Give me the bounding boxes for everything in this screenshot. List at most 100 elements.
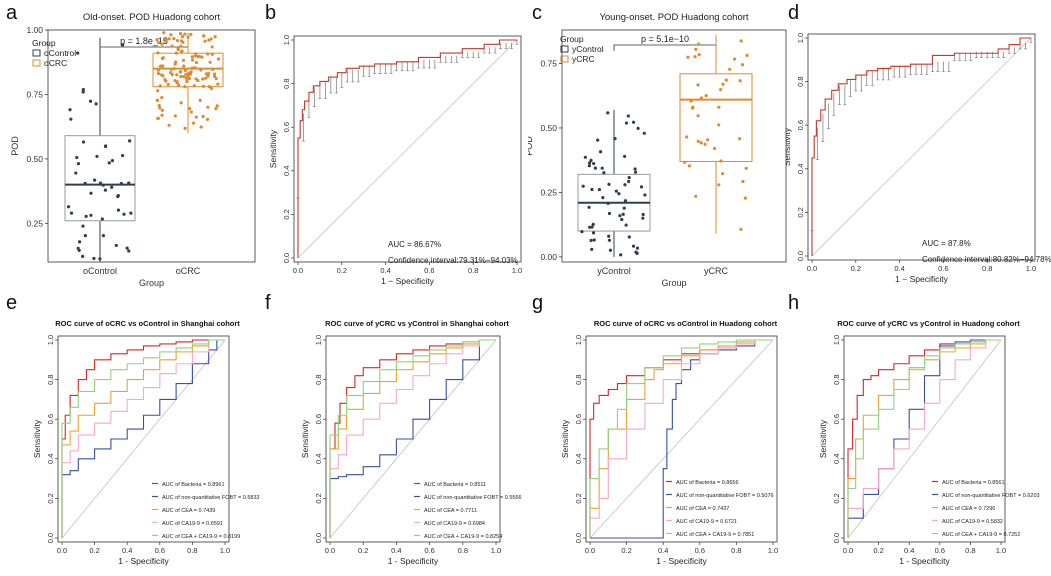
data-point [588,161,592,165]
data-point [744,166,748,170]
data-point [207,85,212,89]
data-point [128,139,132,143]
y-tick-label: 0.2 [282,209,291,219]
data-point [210,52,214,56]
data-point [81,90,85,94]
data-point [78,240,82,244]
data-point [103,144,108,149]
plot-frame [807,33,1036,261]
roc-series-line [61,339,225,538]
data-point [110,159,115,163]
legend-entry: AUC of non-quantitative FOBT = 0.5076 [676,493,774,499]
data-point [745,53,749,57]
data-point [589,238,593,243]
x-tick-label: 0.4 [391,546,401,555]
chart-d-roc-young-onset: 0.00.0 0.2 0.2 0.4 0.4 0.6 0.6 0.8 0.8 1.0 1.0 1 − … [786,33,1051,284]
data-point [593,166,597,170]
x-tick-label: 0.6 [695,546,705,555]
y-tick-label: 0.75 [540,59,557,69]
data-point [694,47,698,51]
data-point [182,64,186,68]
x-tick-label: 1.0 [1026,264,1036,273]
data-point [66,205,71,209]
data-point [614,189,618,193]
data-point [623,199,628,203]
data-point [720,172,725,176]
data-point [155,38,159,42]
legend-entry: AUC of non-quantitative FOBT = 0.6203 [942,493,1040,499]
data-point [588,225,592,229]
data-point [620,217,624,222]
data-point [601,196,605,200]
chart-title: Old-onset. POD Huadong cohort [83,12,221,23]
plot-frame [561,29,787,263]
y-tick-label: 1.0 [314,335,323,345]
data-point [606,111,610,115]
x-tick-label: 0.2 [89,546,99,555]
data-point [201,84,206,88]
data-point [204,76,208,80]
reference-diagonal [297,39,518,259]
legend-entry: AUC of non-quantitative FOBT = 0.5566 [424,495,522,501]
data-point [201,34,206,38]
data-point [161,74,165,78]
data-point [194,115,198,119]
panel-letter-b: b [265,2,277,24]
data-point [169,67,174,71]
data-point [591,222,595,226]
data-point [587,205,591,209]
data-point [116,193,120,198]
data-point [697,53,701,57]
data-point [213,74,217,78]
data-point [631,120,636,124]
y-axis-label: Sensitivity [268,129,278,168]
reference-diagonal [847,339,1002,539]
plot-frame [585,335,778,543]
data-point [694,194,698,198]
panel-letter-g: g [532,292,544,314]
data-point [189,110,193,114]
data-point [206,52,210,56]
legend-entry: AUC of CEA + CA19-9 = 0.8199 [162,534,240,540]
x-tick-label: 0.8 [468,266,478,275]
data-point [624,121,629,125]
legend-key [560,45,569,53]
data-point [183,126,187,130]
box [679,73,753,162]
legend-entry: AUC of CEA = 0.7296 [942,506,995,512]
x-axis-label: 1 − Specificity [895,274,948,284]
data-point [174,51,178,55]
data-point [627,235,631,239]
data-point [597,187,602,192]
data-point [643,193,647,197]
data-point [200,55,204,59]
x-axis-label: 1 - Specificity [388,556,439,566]
data-point [116,208,121,212]
data-point [185,79,189,84]
data-point [596,138,600,142]
y-tick-label: 0.4 [574,454,583,464]
data-point [190,55,194,59]
x-tick-label: 0.0 [585,546,595,555]
data-point [606,201,610,205]
data-point [84,214,88,218]
data-point [178,70,182,74]
data-point [717,183,721,187]
pvalue-bracket [99,46,189,53]
data-point [189,70,193,74]
data-point [631,244,636,248]
data-point [207,38,211,42]
data-point [122,212,126,216]
data-point [216,82,220,86]
legend-entry: AUC of CA19-9 = 0.6591 [162,521,223,527]
data-point [685,135,689,139]
data-point [98,257,102,261]
legend-entry: AUC of CEA = 0.7437 [676,506,729,512]
data-point [100,217,104,221]
x-tick-label: oControl [83,266,117,276]
data-point [184,72,188,76]
y-tick-label: 0.0 [282,253,291,263]
y-tick-label: 0.8 [832,374,841,384]
data-point [687,164,691,168]
data-point [590,225,594,229]
